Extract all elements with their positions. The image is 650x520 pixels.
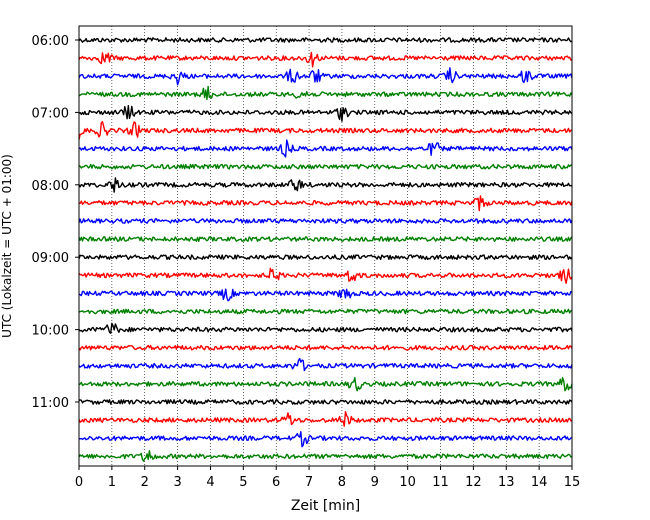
y-tick-label: 10:00 [32, 324, 69, 339]
y-tick-label: 09:00 [32, 251, 69, 266]
seismogram-trace [78, 410, 573, 427]
x-tick-label: 13 [498, 475, 515, 490]
seismogram-trace [78, 267, 573, 284]
traces [78, 37, 573, 462]
seismogram-trace [78, 308, 573, 315]
seismogram-trace [78, 218, 573, 224]
seismogram-trace [78, 344, 573, 351]
seismogram-trace [78, 322, 573, 334]
x-tick-label: 12 [465, 475, 482, 490]
seismogram-trace [78, 195, 573, 212]
x-tick-label: 6 [272, 475, 280, 490]
seismogram-trace [78, 163, 573, 170]
x-tick-label: 0 [75, 475, 83, 490]
grid-lines [111, 26, 540, 466]
y-tick-label: 11:00 [32, 396, 69, 411]
x-tick-label: 15 [564, 475, 581, 490]
y-tick-label: 06:00 [32, 34, 69, 49]
seismogram-trace [78, 37, 573, 43]
y-axis-label: UTC (Lokalzeit = UTC + 01:00) [0, 154, 14, 338]
x-tick-label: 8 [338, 475, 346, 490]
seismogram-trace [78, 139, 573, 158]
y-tick-label: 07:00 [32, 106, 69, 121]
x-tick-label: 11 [432, 475, 449, 490]
y-tick-label: 08:00 [32, 179, 69, 194]
x-tick-label: 9 [371, 475, 379, 490]
seismogram-trace [78, 51, 573, 68]
x-tick-label: 3 [173, 475, 181, 490]
seismogram-trace [78, 121, 573, 140]
seismogram-trace [78, 288, 573, 302]
seismogram-trace [78, 399, 573, 405]
x-axis: 0 1 2 3 4 5 6 7 8 9 10 11 12 13 14 15 [75, 466, 580, 490]
seismogram-trace [78, 450, 573, 462]
x-tick-label: 2 [141, 475, 149, 490]
x-tick-label: 1 [108, 475, 116, 490]
seismogram-trace [78, 431, 573, 448]
seismogram-trace [78, 177, 573, 193]
seismogram-trace [78, 376, 573, 392]
x-tick-label: 5 [239, 475, 247, 490]
x-tick-label: 7 [305, 475, 313, 490]
x-tick-label: 4 [206, 475, 214, 490]
plot-frame [78, 25, 573, 467]
seismogram-trace [78, 67, 573, 86]
x-tick-label: 14 [531, 475, 548, 490]
x-tick-label: 10 [399, 475, 416, 490]
x-axis-label: Zeit [min] [291, 498, 360, 514]
seismogram-trace [78, 357, 573, 372]
y-axis: 06:00 07:00 08:00 09:00 10:00 11:00 [32, 34, 79, 411]
seismogram-trace [78, 236, 573, 242]
seismogram-trace [78, 85, 573, 101]
seismogram-trace [78, 104, 573, 122]
seismogram-trace [78, 254, 573, 261]
